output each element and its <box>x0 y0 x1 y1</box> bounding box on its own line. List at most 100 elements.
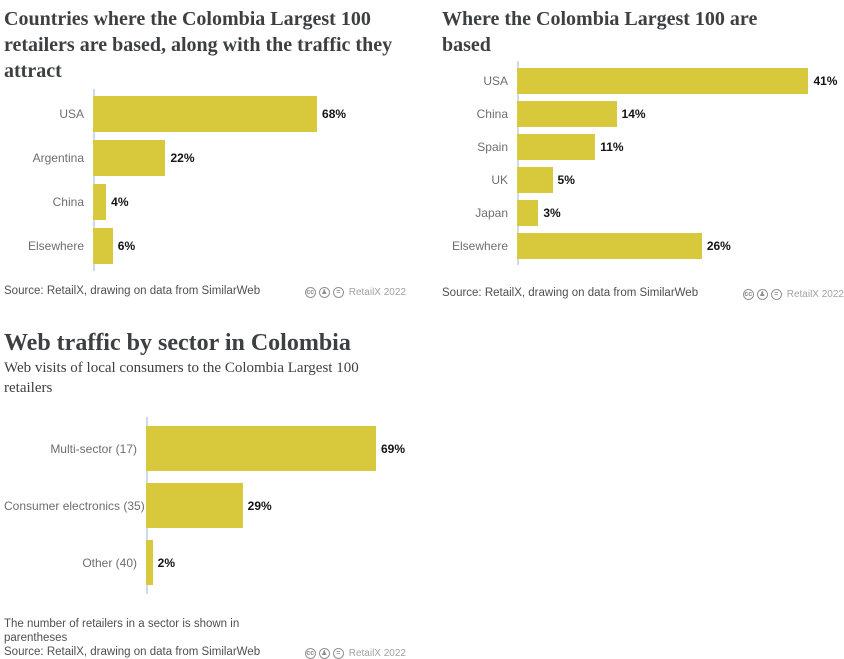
bar-row: Other (40) 2% <box>4 534 406 591</box>
bar-row: UK 5% <box>442 163 844 196</box>
source-block: The number of retailers in a sector is s… <box>4 617 305 659</box>
bar-track: 4% <box>93 184 406 220</box>
category-label: Argentina <box>32 151 84 165</box>
bar <box>517 166 553 193</box>
value-label: 26% <box>706 238 731 253</box>
cc-by-icon: ♟ <box>756 289 768 300</box>
category-label: Multi-sector (17) <box>50 441 137 456</box>
bar-track: 68% <box>93 96 406 132</box>
bar-track: 26% <box>517 232 844 259</box>
bar-row: USA 41% <box>442 64 844 97</box>
category-label: Consumer electronics (35) <box>4 498 145 513</box>
y-axis-line <box>517 61 519 265</box>
bar-chart: USA 41% China 14% Spain 11% UK 5% Japan 3% Elsewhe… <box>442 61 844 265</box>
chart-panel-countries-traffic: Countries where the Colombia Largest 100… <box>4 6 406 298</box>
chart-panel-where-based: Where the Colombia Largest 100 are based… <box>442 6 844 300</box>
category-label: China <box>476 106 508 121</box>
cc-icon: cc <box>742 289 754 300</box>
bar <box>93 140 166 176</box>
value-label: 41% <box>813 73 838 88</box>
bar-track: 2% <box>146 540 406 585</box>
value-label: 11% <box>600 139 624 154</box>
category-label: USA <box>59 107 84 121</box>
bar-track: 11% <box>517 133 844 160</box>
category-label: USA <box>483 73 508 88</box>
category-label: Elsewhere <box>27 239 84 253</box>
chart-subtitle: Web visits of local consumers to the Col… <box>4 360 359 396</box>
cc-by-icon: ♟ <box>318 648 330 659</box>
value-label: 14% <box>621 106 646 121</box>
license-text: RetailX 2022 <box>348 287 406 298</box>
source-block: Source: RetailX, drawing on data from Si… <box>442 286 698 300</box>
cc-icon: cc <box>304 648 316 659</box>
bar-track: 22% <box>93 140 406 176</box>
category-label: Japan <box>475 205 508 220</box>
bar <box>517 100 617 127</box>
cc-by-icon: ♟ <box>318 287 330 298</box>
bar-row: China 14% <box>442 97 844 130</box>
bar-row: China 4% <box>4 180 406 224</box>
chart-title: Countries where the Colombia Largest 100… <box>4 8 393 82</box>
cc-nd-icon: = <box>770 289 782 300</box>
y-axis-line <box>93 89 95 271</box>
source-text: Source: RetailX, drawing on data from Si… <box>4 646 261 658</box>
bar-track: 14% <box>517 100 844 127</box>
cc-icon: cc <box>304 287 316 298</box>
bar-row: Spain 11% <box>442 130 844 163</box>
value-label: 68% <box>322 107 347 121</box>
license-badge: cc ♟ = RetailX 2022 <box>304 287 406 298</box>
bar <box>517 67 809 94</box>
value-label: 3% <box>543 205 561 220</box>
bar-row: Japan 3% <box>442 196 844 229</box>
chart-footer: Source: RetailX, drawing on data from Si… <box>442 286 844 300</box>
value-label: 5% <box>557 172 575 187</box>
bar <box>517 199 539 226</box>
license-badge: cc ♟ = RetailX 2022 <box>742 289 844 300</box>
bar-row: Elsewhere 26% <box>442 229 844 262</box>
chart-title: Where the Colombia Largest 100 are based <box>442 8 758 56</box>
bar-track: 29% <box>146 483 406 528</box>
category-label: China <box>52 195 84 209</box>
bar <box>517 133 596 160</box>
bar-track: 3% <box>517 199 844 226</box>
source-text: Source: RetailX, drawing on data from Si… <box>442 287 699 299</box>
bar-track: 6% <box>93 228 406 264</box>
bar-chart: Multi-sector (17) 69% Consumer electronics… <box>4 417 406 594</box>
category-label: UK <box>491 172 508 187</box>
value-label: 69% <box>381 441 406 456</box>
source-text: Source: RetailX, drawing on data from Si… <box>4 285 261 297</box>
bar-track: 41% <box>517 67 844 94</box>
license-text: RetailX 2022 <box>786 289 844 300</box>
value-label: 6% <box>117 239 136 253</box>
bar <box>517 232 702 259</box>
source-block: Source: RetailX, drawing on data from Si… <box>4 284 260 298</box>
value-label: 29% <box>247 498 272 513</box>
cc-nd-icon: = <box>332 287 344 298</box>
cc-nd-icon: = <box>332 648 344 659</box>
bar-track: 5% <box>517 166 844 193</box>
bar <box>93 228 113 264</box>
bar-row: Multi-sector (17) 69% <box>4 420 406 477</box>
chart-panel-web-traffic-sector: Web traffic by sector in Colombia Web vi… <box>4 328 406 659</box>
license-text: RetailX 2022 <box>348 648 406 659</box>
value-label: 22% <box>170 151 195 165</box>
bar-row: USA 68% <box>4 92 406 136</box>
value-label: 4% <box>111 195 129 209</box>
bar <box>146 540 153 585</box>
bar-chart: USA 68% Argentina 22% China 4% Elsewhere 6% <box>4 89 406 271</box>
value-label: 2% <box>157 555 175 570</box>
bar <box>93 184 107 220</box>
chart-title: Web traffic by sector in Colombia <box>4 330 351 356</box>
bar <box>146 426 376 471</box>
category-label: Elsewhere <box>451 238 508 253</box>
bar-row: Argentina 22% <box>4 136 406 180</box>
bar <box>93 96 318 132</box>
footnote-text: The number of retailers in a sector is s… <box>4 618 240 644</box>
bar <box>146 483 243 528</box>
bar-row: Elsewhere 6% <box>4 224 406 268</box>
category-label: Other (40) <box>82 555 137 570</box>
chart-footer: Source: RetailX, drawing on data from Si… <box>4 284 406 298</box>
license-badge: cc ♟ = RetailX 2022 <box>304 648 406 659</box>
chart-footer: The number of retailers in a sector is s… <box>4 617 406 659</box>
category-label: Spain <box>477 139 508 154</box>
